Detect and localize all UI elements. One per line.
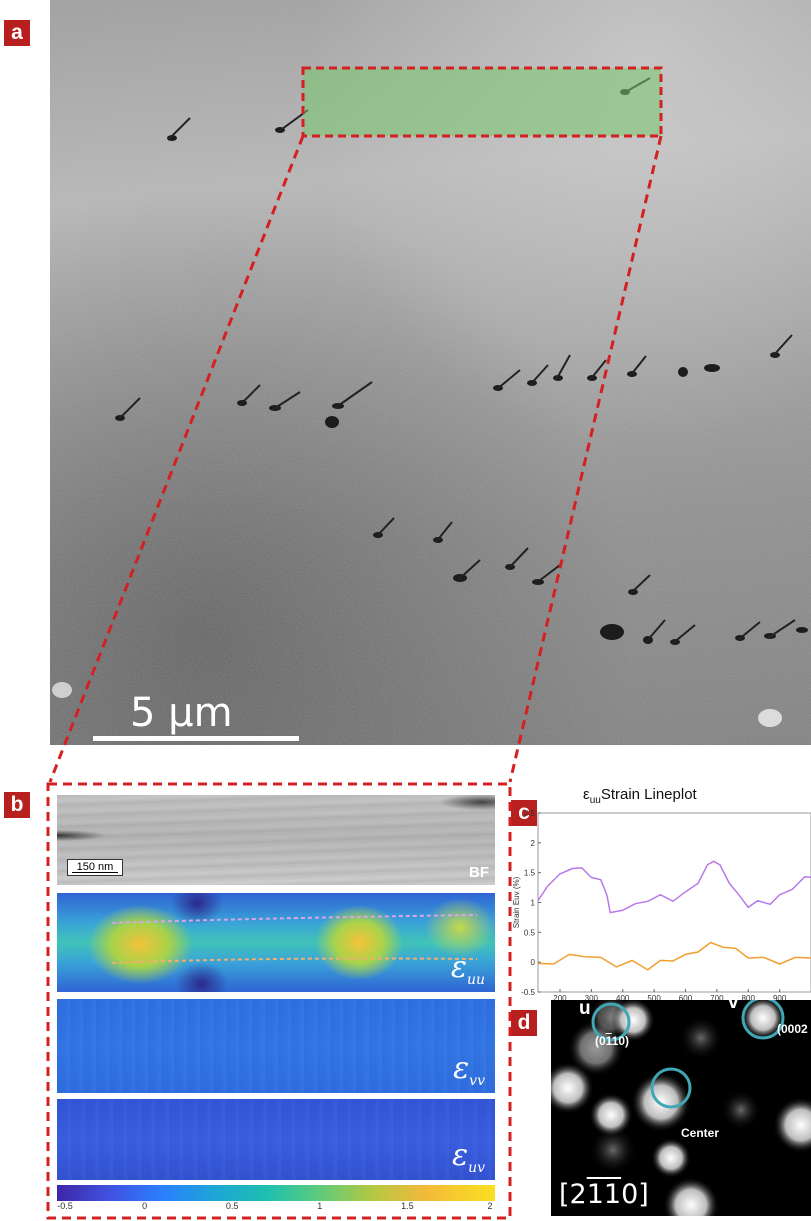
zoom-line-left bbox=[48, 135, 305, 783]
aperture-u bbox=[591, 1002, 631, 1042]
profile-line-upper bbox=[111, 914, 478, 924]
profile-line-lower bbox=[111, 957, 478, 964]
x-tick-label: 500 bbox=[647, 994, 661, 1003]
label-center: Center bbox=[681, 1126, 720, 1140]
defect-overlay bbox=[50, 0, 811, 745]
map-label-vv: εvv bbox=[453, 1051, 485, 1089]
label-u-index: (0110) bbox=[595, 1034, 630, 1048]
diffraction-spot bbox=[679, 1016, 723, 1060]
aperture-center bbox=[650, 1067, 692, 1109]
roi-highlight-box bbox=[301, 66, 663, 138]
colorbar-tick-label: 1.5 bbox=[401, 1201, 414, 1211]
micrograph-panel-a: 5 μm bbox=[50, 0, 811, 745]
colorbar-tick-label: 1 bbox=[317, 1201, 323, 1211]
label-v: v bbox=[728, 1000, 739, 1013]
plot-area bbox=[537, 812, 811, 993]
chart-title: εuuStrain Lineplot bbox=[583, 786, 697, 806]
aperture-v bbox=[741, 1000, 785, 1040]
diffraction-spot bbox=[651, 1138, 691, 1178]
colorbar-tick-label: 2 bbox=[487, 1201, 493, 1211]
diffraction-spot bbox=[589, 1126, 637, 1174]
x-tick-label: 900 bbox=[773, 994, 787, 1003]
diffraction-spot bbox=[589, 1093, 633, 1137]
diffraction-svg bbox=[551, 1000, 811, 1216]
label-u: u bbox=[579, 1000, 591, 1019]
series-line-0 bbox=[537, 860, 811, 914]
strain-lineplot: -0.5 0 0.5 1 1.5 2 2.5 200 300 400 500 600 700 800 900… bbox=[511, 795, 811, 1135]
lineplot-paths bbox=[111, 914, 478, 964]
scale-bar-label-a: 5 μm bbox=[130, 690, 233, 736]
diffraction-spot bbox=[631, 1072, 691, 1132]
label-v-index: (0002 bbox=[777, 1022, 808, 1036]
y-tick-label: 1 bbox=[531, 899, 536, 908]
lineplot-svg: -0.5 0 0.5 1 1.5 2 2.5 200 300 400 500 600 700 800 900… bbox=[512, 809, 811, 1012]
scale-bar-b: 150 nm bbox=[67, 859, 123, 876]
panel-b-frame bbox=[46, 782, 512, 1220]
y-tick-label: 2 bbox=[531, 839, 536, 848]
x-tick-label: 400 bbox=[616, 994, 630, 1003]
strain-map-uu: εuu bbox=[57, 893, 495, 992]
defect-marks bbox=[52, 77, 808, 727]
y-tick-label: 0.5 bbox=[524, 928, 536, 937]
panel-letter-b: b bbox=[4, 792, 30, 818]
y-tick-label: -0.5 bbox=[521, 988, 535, 997]
map-label-uv: εuv bbox=[451, 1138, 485, 1176]
x-tick-label: 800 bbox=[742, 994, 756, 1003]
x-tick-label: 200 bbox=[553, 994, 567, 1003]
diffraction-spot bbox=[773, 1097, 811, 1153]
diffraction-spot bbox=[551, 1062, 594, 1114]
strain-map-uv-main: εuv bbox=[57, 1099, 495, 1180]
bf-label: BF bbox=[469, 864, 489, 881]
defect-streak bbox=[167, 117, 191, 141]
panel-letter-d: d bbox=[511, 1010, 537, 1036]
diffraction-spot bbox=[721, 1090, 761, 1130]
diffraction-spot bbox=[663, 1177, 719, 1216]
panel-letter-a: a bbox=[4, 20, 30, 46]
diffraction-spot bbox=[741, 1000, 785, 1040]
panel-letter-c: c bbox=[511, 800, 537, 826]
x-tick-label: 300 bbox=[585, 994, 599, 1003]
x-tick-label: 700 bbox=[710, 994, 724, 1003]
x-tick-label: 600 bbox=[679, 994, 693, 1003]
series-line-1 bbox=[537, 941, 811, 971]
colorbar-tick-label: 0.5 bbox=[225, 1201, 239, 1211]
colorbar-tick-label: 0 bbox=[142, 1201, 148, 1211]
bf-map: 150 nm BF bbox=[57, 795, 495, 885]
scale-bar-a bbox=[93, 736, 299, 741]
colorbar-tick-label: -0.5 bbox=[57, 1201, 73, 1211]
zoom-line-right bbox=[508, 135, 663, 783]
y-tick-label: 1.5 bbox=[524, 869, 536, 878]
diffraction-spot bbox=[611, 1000, 655, 1042]
colorbar bbox=[57, 1185, 495, 1201]
zone-axis-label: [2110] bbox=[559, 1179, 649, 1210]
diffraction-pattern-panel: u v (0110) (0002 Center [2110] bbox=[551, 1000, 811, 1216]
y-axis-label: Strain Euv (%) bbox=[512, 876, 521, 928]
map-label-uu: εuu bbox=[450, 950, 485, 988]
strain-map-vv: εvv bbox=[57, 999, 495, 1093]
y-tick-label: 2.5 bbox=[524, 809, 536, 818]
y-tick-label: 0 bbox=[531, 958, 536, 967]
